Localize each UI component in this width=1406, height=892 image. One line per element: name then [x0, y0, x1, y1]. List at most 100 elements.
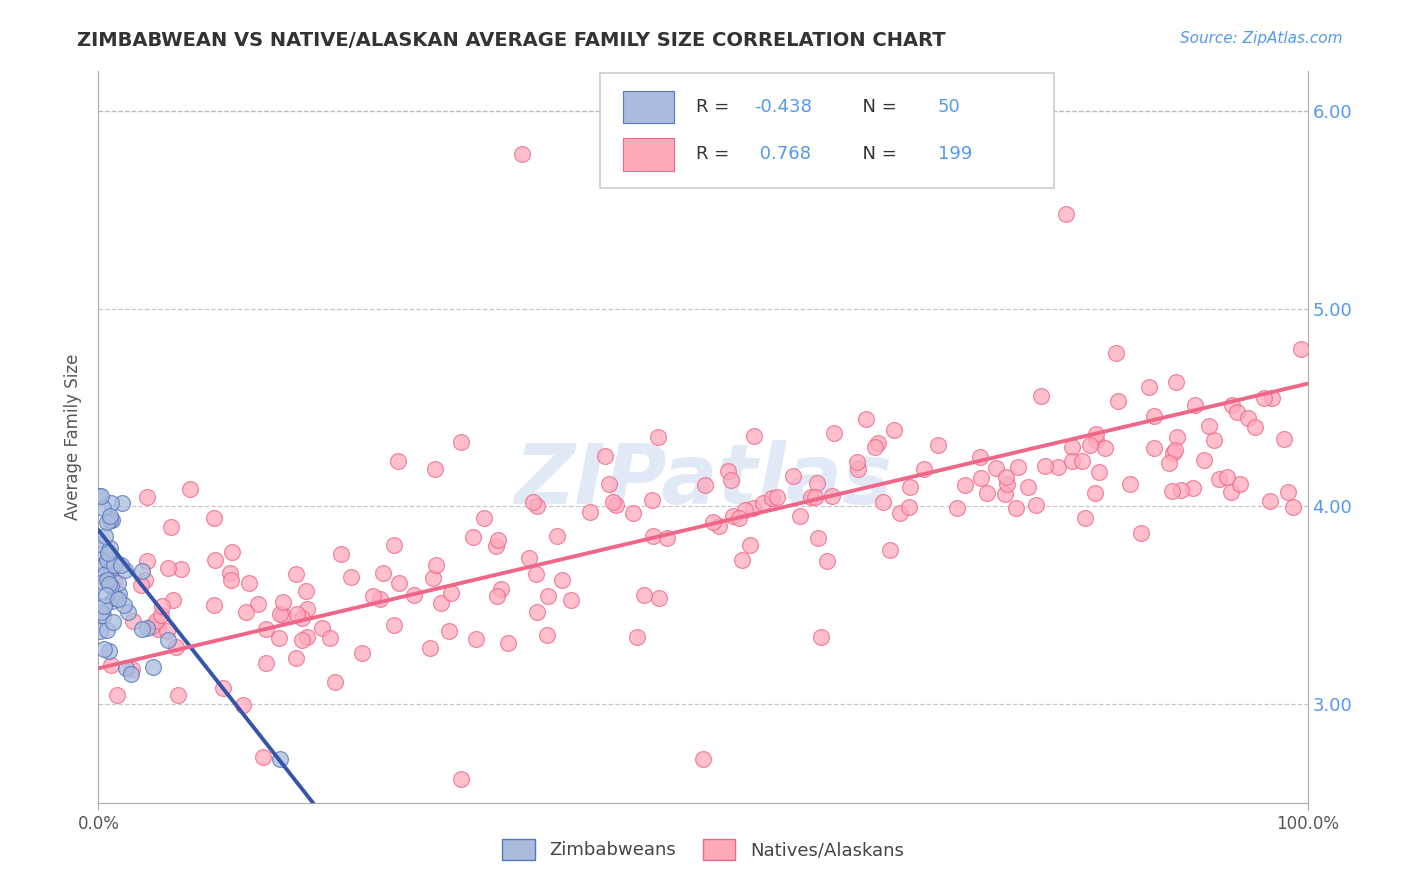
Point	[295, 602, 318, 616]
Point	[97, 546, 120, 560]
Point	[402, 589, 425, 603]
Point	[602, 494, 624, 508]
Point	[136, 554, 159, 568]
Point	[120, 667, 142, 681]
Point	[1229, 477, 1251, 491]
Point	[115, 661, 138, 675]
Point	[1237, 411, 1260, 425]
Point	[167, 689, 190, 703]
Point	[1007, 459, 1029, 474]
Point	[1161, 446, 1184, 460]
Point	[526, 500, 548, 514]
Point	[524, 567, 547, 582]
Point	[1164, 442, 1187, 457]
Text: 50: 50	[938, 98, 960, 116]
Point	[297, 630, 319, 644]
Point	[90, 489, 112, 503]
Point	[212, 681, 235, 695]
Point	[1033, 458, 1056, 473]
Point	[898, 500, 921, 514]
Text: N =: N =	[851, 145, 903, 163]
Point	[93, 599, 115, 613]
Point	[117, 605, 139, 619]
Text: 199: 199	[938, 145, 972, 163]
Point	[643, 529, 665, 543]
Point	[815, 554, 838, 568]
Point	[720, 473, 742, 487]
Point	[112, 599, 135, 613]
Point	[136, 621, 159, 635]
Point	[707, 518, 730, 533]
Point	[1161, 483, 1184, 498]
Point	[927, 437, 949, 451]
Point	[430, 596, 453, 610]
Point	[1054, 207, 1077, 221]
Point	[970, 470, 993, 484]
Point	[134, 573, 156, 587]
Point	[235, 606, 257, 620]
Point	[807, 531, 830, 545]
Point	[387, 454, 409, 468]
Legend: Zimbabweans, Natives/Alaskans: Zimbabweans, Natives/Alaskans	[495, 831, 911, 867]
Point	[621, 506, 644, 520]
Point	[578, 505, 600, 519]
Point	[766, 490, 789, 504]
Point	[1084, 427, 1107, 442]
Point	[804, 490, 827, 504]
Point	[97, 553, 120, 567]
Point	[267, 631, 290, 645]
Point	[149, 608, 172, 623]
Point	[734, 503, 756, 517]
Point	[382, 538, 405, 552]
Point	[728, 511, 751, 525]
Point	[87, 489, 110, 503]
Point	[1220, 398, 1243, 412]
Point	[269, 607, 291, 621]
Point	[422, 571, 444, 585]
Point	[285, 650, 308, 665]
Point	[1085, 433, 1108, 447]
Point	[865, 440, 887, 454]
Point	[150, 599, 173, 613]
Point	[318, 631, 340, 645]
Point	[806, 476, 828, 491]
Point	[465, 632, 488, 646]
Point	[361, 589, 384, 603]
Point	[107, 576, 129, 591]
Point	[232, 698, 254, 713]
Point	[156, 624, 179, 639]
Point	[96, 589, 118, 603]
Point	[1226, 405, 1249, 419]
Point	[1272, 433, 1295, 447]
Point	[1202, 433, 1225, 447]
Point	[1137, 380, 1160, 394]
Point	[96, 553, 118, 567]
Point	[912, 462, 935, 476]
Point	[648, 591, 671, 606]
Point	[100, 658, 122, 673]
Point	[169, 562, 191, 576]
Point	[287, 607, 309, 621]
Point	[131, 623, 153, 637]
Point	[800, 490, 823, 504]
Point	[984, 461, 1007, 475]
Point	[252, 750, 274, 764]
Point	[695, 478, 717, 492]
Point	[633, 589, 655, 603]
Point	[104, 591, 127, 606]
Text: -0.438: -0.438	[754, 98, 811, 116]
Point	[101, 513, 124, 527]
Point	[1029, 389, 1052, 403]
Point	[129, 578, 152, 592]
Point	[1060, 454, 1083, 468]
Point	[93, 566, 115, 581]
Point	[103, 574, 125, 588]
Point	[1261, 391, 1284, 405]
Point	[1060, 441, 1083, 455]
Point	[1157, 456, 1180, 470]
Point	[165, 640, 187, 654]
FancyBboxPatch shape	[600, 73, 1053, 188]
Point	[717, 464, 740, 478]
Point	[1208, 472, 1230, 486]
Point	[1088, 466, 1111, 480]
